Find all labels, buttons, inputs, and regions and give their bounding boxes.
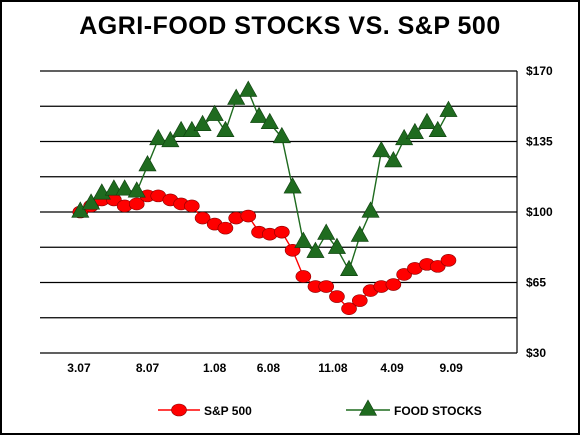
x-tick-label: 6.08	[257, 361, 281, 375]
food-stocks-point	[71, 201, 90, 218]
y-tick-label: $30	[526, 346, 546, 360]
food-stocks-point	[361, 201, 380, 218]
sp500-point	[318, 280, 335, 293]
chart-title: AGRI-FOOD STOCKS VS. S&P 500	[79, 12, 501, 40]
food-stocks-point	[405, 122, 424, 140]
sp500-point	[385, 278, 402, 291]
sp500-point	[128, 197, 145, 211]
food-stocks-point	[294, 231, 313, 248]
sp500-point	[329, 290, 345, 303]
food-stocks-point	[306, 241, 325, 258]
y-tick-label: $100	[526, 205, 553, 219]
food-stocks-point	[327, 237, 347, 254]
food-stocks-point	[417, 112, 437, 129]
sp500-point	[295, 270, 312, 283]
food-stocks-point	[339, 259, 359, 277]
legend-sp500-marker	[171, 403, 187, 417]
sp500-point	[440, 254, 457, 267]
food-stocks-point	[260, 112, 279, 129]
x-tick-label: 1.08	[203, 361, 227, 375]
sp500-point	[217, 221, 234, 235]
legend-food-stocks-label: FOOD STOCKS	[394, 404, 482, 418]
food-stocks-point	[161, 130, 180, 148]
food-stocks-point	[372, 140, 391, 158]
y-tick-label: $170	[526, 64, 553, 78]
sp500-point	[240, 209, 257, 223]
sp500-point	[429, 260, 446, 273]
food-stocks-point	[428, 120, 447, 138]
food-stocks-point	[249, 106, 269, 123]
sp500-point	[351, 294, 368, 307]
sp500-point	[396, 268, 412, 281]
food-stocks-point	[138, 155, 157, 172]
sp500-line	[79, 195, 449, 310]
food-stocks-point	[127, 181, 146, 198]
y-tick-label: $135	[526, 135, 553, 149]
x-tick-label: 4.09	[380, 361, 404, 375]
food-stocks-point	[81, 193, 101, 210]
food-stocks-point	[439, 100, 458, 117]
series-markers	[71, 80, 458, 315]
food-stocks-point	[317, 223, 336, 240]
food-stocks-point	[384, 151, 403, 168]
legend-sp500-label: S&P 500	[204, 404, 252, 418]
food-stocks-point	[272, 126, 291, 144]
legend-food-stocks-marker	[358, 399, 378, 416]
food-stocks-point	[283, 177, 302, 194]
food-stocks-point	[115, 179, 134, 196]
sp500-point	[194, 211, 211, 225]
sp500-point	[274, 225, 290, 239]
food-stocks-point	[216, 120, 235, 138]
y-tick-label: $65	[526, 276, 546, 290]
food-stocks-point	[350, 225, 369, 242]
x-tick-label: 9.09	[439, 361, 463, 375]
x-tick-labels: 3.07 8.07 1.08 6.08 11.08 4.09 9.09	[67, 361, 463, 375]
food-stocks-point	[227, 88, 246, 105]
x-tick-label: 3.07	[67, 361, 91, 375]
food-stocks-point	[239, 80, 258, 97]
sp500-point	[341, 302, 357, 315]
sp500-point	[184, 199, 200, 213]
x-tick-label: 11.08	[318, 361, 348, 375]
food-stocks-point	[149, 128, 168, 146]
legend: S&P 500 FOOD STOCKS	[158, 399, 482, 418]
food-stocks-point	[193, 114, 212, 131]
y-tick-labels: $170 $135 $100 $65 $30	[526, 64, 553, 360]
x-tick-label: 8.07	[136, 361, 160, 375]
food-stocks-point	[205, 104, 224, 121]
